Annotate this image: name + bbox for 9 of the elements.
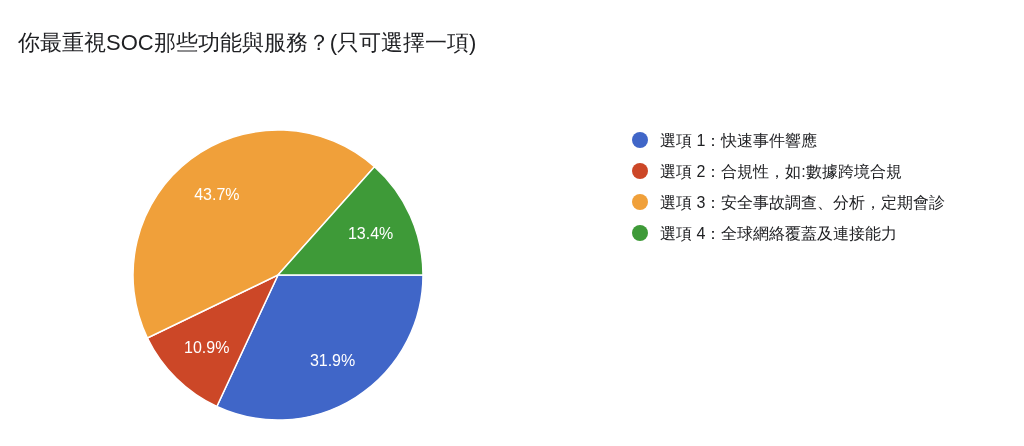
legend-label: 選項 4：全球網絡覆蓋及連接能力 [660,224,898,242]
legend-label: 選項 2：合規性，如:數據跨境合規 [660,162,902,180]
legend-label: 選項 1：快速事件響應 [660,131,818,149]
data-label: 43.7% [194,185,240,203]
data-label: 31.9% [309,352,356,370]
legend-label: 選項 3：安全事故調查、分析，定期會診 [660,193,946,211]
data-label: 13.4% [347,225,394,243]
data-label: 10.9% [184,338,230,356]
chart-title: 你最重視SOC那些功能與服務？(只可選擇一項) [17,30,477,55]
